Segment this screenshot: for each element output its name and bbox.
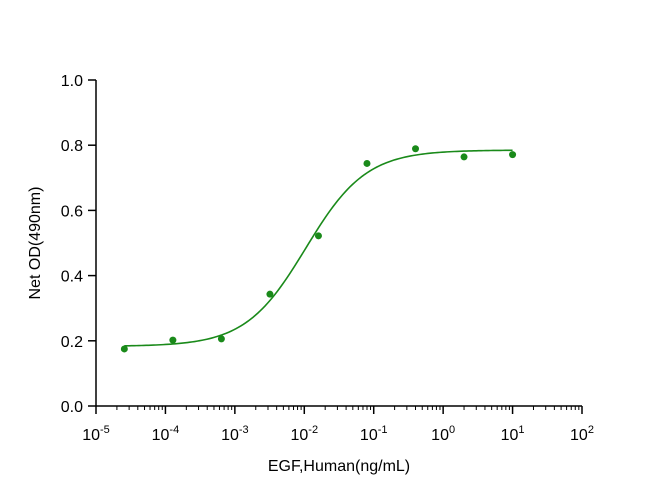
x-tick-label: 102	[570, 424, 594, 444]
y-ticks: 0.0 0.2 0.4 0.6 0.8 1.0	[61, 73, 96, 416]
x-tick-label: 100	[431, 424, 455, 444]
y-tick-label: 0.2	[61, 334, 83, 351]
x-axis-title: EGF,Human(ng/mL)	[268, 458, 410, 475]
y-tick-label: 0.0	[61, 399, 83, 416]
y-tick-label: 1.0	[61, 73, 83, 90]
x-tick-label: 101	[501, 424, 525, 444]
data-point	[217, 335, 225, 343]
data-point	[169, 336, 177, 344]
x-tick-label: 10-3	[221, 424, 249, 444]
data-point	[412, 145, 420, 153]
data-point	[460, 153, 468, 161]
y-tick-label: 0.4	[61, 269, 83, 286]
y-tick-label: 0.8	[61, 138, 83, 155]
x-tick-label: 10-2	[290, 424, 318, 444]
x-ticks: 10-5 10-4 10-3 10-2 10-1 100 101 102	[82, 406, 594, 444]
x-tick-label: 10-4	[152, 424, 180, 444]
data-point	[314, 232, 322, 240]
data-point	[363, 159, 371, 167]
fit-curve	[124, 149, 513, 347]
data-point	[509, 151, 517, 159]
data-points	[120, 145, 517, 353]
x-tick-label: 10-5	[82, 424, 110, 444]
y-tick-label: 0.6	[61, 203, 83, 220]
y-axis-title: Net OD(490nm)	[27, 187, 44, 300]
data-point	[120, 345, 128, 353]
x-tick-label: 10-1	[360, 424, 388, 444]
data-point	[266, 290, 274, 298]
